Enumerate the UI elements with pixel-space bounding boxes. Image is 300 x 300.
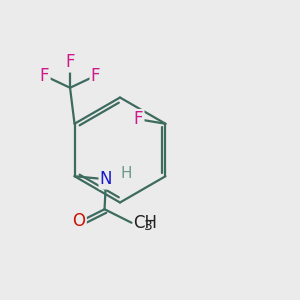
Text: O: O	[73, 212, 85, 230]
Text: 3: 3	[144, 219, 153, 233]
Text: F: F	[134, 110, 143, 128]
Text: H: H	[121, 166, 132, 181]
Text: CH: CH	[133, 214, 157, 232]
Text: F: F	[91, 67, 100, 85]
Text: F: F	[65, 53, 75, 71]
Text: N: N	[100, 170, 112, 188]
Text: F: F	[40, 67, 49, 85]
